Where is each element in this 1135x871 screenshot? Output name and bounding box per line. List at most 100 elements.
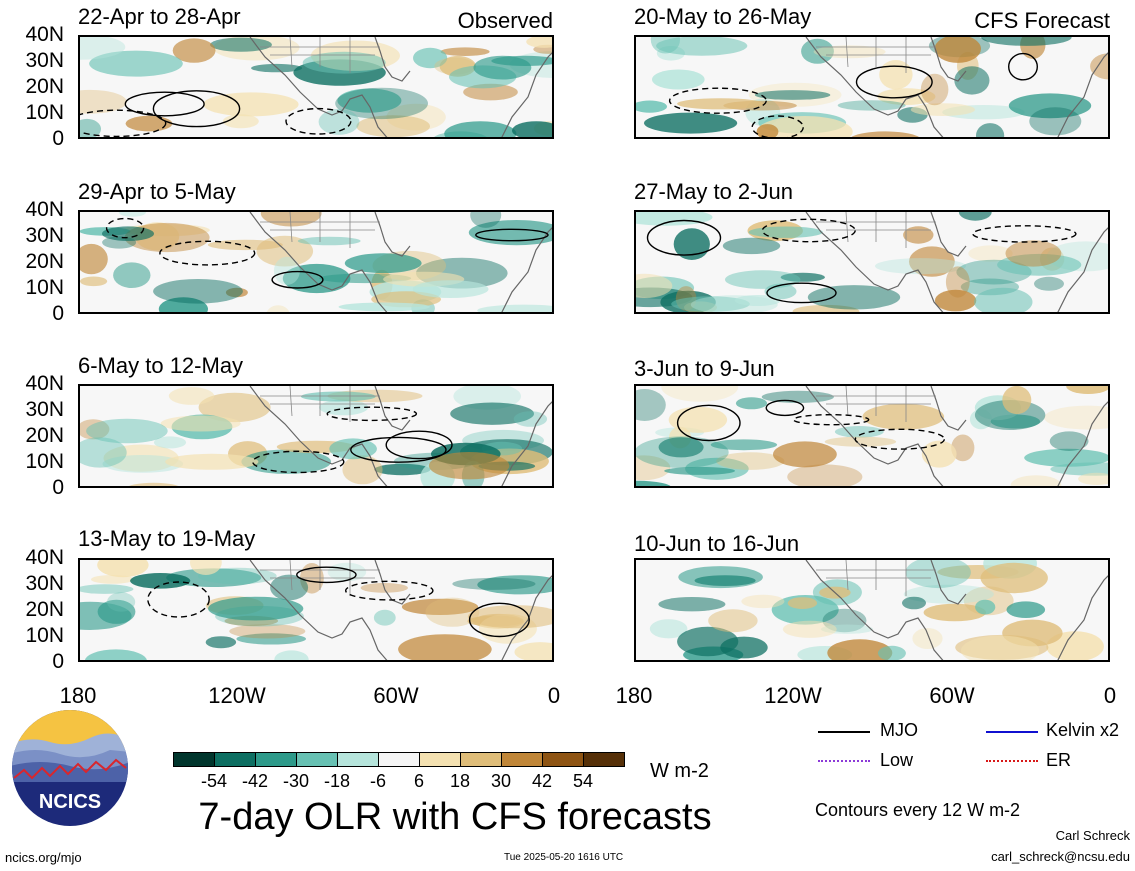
- olr-anomaly-blob: [473, 55, 532, 80]
- olr-anomaly-blob: [80, 37, 126, 60]
- olr-anomaly-blob: [97, 560, 149, 578]
- y-tick-label: 30N: [25, 398, 64, 421]
- olr-anomaly-blob: [229, 624, 306, 639]
- olr-anomaly-blob: [203, 92, 299, 117]
- olr-anomaly-blob: [208, 596, 304, 621]
- mjo-contour: [475, 228, 549, 242]
- olr-anomaly-blob: [118, 212, 146, 217]
- map-panel-forecast-3: [634, 384, 1110, 488]
- olr-anomaly-blob: [477, 575, 552, 595]
- colorbar-swatch: [296, 752, 338, 767]
- author-name: Carl Schreck: [1055, 828, 1130, 843]
- colorbar-label: -42: [241, 771, 268, 791]
- olr-anomaly-blob: [903, 226, 934, 244]
- olr-anomaly-blob: [710, 439, 778, 451]
- olr-anomaly-blob: [342, 455, 383, 485]
- olr-anomaly-blob: [756, 124, 779, 137]
- colorbar-swatch: [583, 752, 625, 767]
- olr-anomaly-blob: [1006, 601, 1046, 618]
- mjo-contour: [646, 219, 722, 256]
- olr-anomaly-blob: [526, 37, 552, 48]
- olr-anomaly-blob: [877, 645, 906, 660]
- er-line-icon: [986, 760, 1038, 762]
- colorbar-swatch: [378, 752, 420, 767]
- colorbar-swatch: [214, 752, 256, 767]
- mjo-contour: [252, 450, 345, 474]
- olr-anomaly-blob: [1002, 386, 1032, 415]
- olr-anomaly-blob: [958, 212, 992, 221]
- olr-anomaly-blob: [716, 452, 785, 470]
- mjo-line-icon: [818, 731, 870, 733]
- olr-anomaly-blob: [652, 69, 705, 90]
- coastline: [249, 37, 552, 137]
- colorbar-label: 54: [572, 771, 594, 791]
- olr-anomaly-blob: [834, 426, 884, 438]
- country-borders: [816, 212, 936, 248]
- low-line-icon: [818, 760, 870, 762]
- source-link[interactable]: ncics.org/mjo: [5, 850, 82, 865]
- mjo-contour: [350, 436, 447, 463]
- olr-anomaly-blob: [1034, 276, 1064, 291]
- mjo-key-label: MJO: [880, 720, 918, 740]
- y-tick-label: 0: [52, 650, 64, 673]
- olr-anomaly-blob: [678, 566, 763, 589]
- author-email[interactable]: carl_schreck@ncsu.edu: [991, 849, 1130, 864]
- y-tick-label: 30N: [25, 49, 64, 72]
- olr-anomaly-blob: [1049, 431, 1089, 451]
- olr-anomaly-blob: [80, 601, 132, 630]
- olr-anomaly-blob: [222, 114, 259, 129]
- olr-anomaly-blob: [1044, 405, 1108, 430]
- mjo-contour: [285, 107, 352, 135]
- x-tick-label: 180: [615, 683, 653, 708]
- panel-title: 20-May to 26-May: [634, 4, 812, 29]
- country-borders: [816, 386, 936, 422]
- colorbar-label: -30: [282, 771, 309, 791]
- olr-anomaly-blob: [302, 51, 386, 74]
- mjo-contour: [972, 225, 1077, 243]
- colorbar-label: 6: [413, 771, 424, 791]
- mjo-contour: [124, 91, 205, 117]
- mjo-contour: [385, 430, 453, 460]
- low-key-label: Low: [880, 750, 914, 770]
- colorbar-swatch: [419, 752, 461, 767]
- olr-anomaly-blob: [761, 390, 834, 403]
- olr-anomaly-blob: [773, 441, 837, 468]
- y-tick-label: 30N: [25, 224, 64, 247]
- mjo-contour: [855, 65, 933, 99]
- colorbar-swatch: [542, 752, 584, 767]
- map-panel-observed-4: [78, 558, 554, 662]
- mjo-contour: [765, 399, 805, 417]
- olr-map: [80, 386, 552, 486]
- y-tick-label: 10N: [25, 276, 64, 299]
- olr-anomaly-blob: [125, 115, 173, 132]
- kelvin-line-icon: [986, 731, 1038, 733]
- olr-anomaly-blob: [266, 305, 290, 312]
- olr-anomaly-blob: [80, 437, 127, 468]
- olr-anomaly-blob: [166, 568, 262, 587]
- olr-anomaly-blob: [428, 452, 510, 480]
- olr-anomaly-blob: [981, 37, 1072, 46]
- colorbar-label: 30: [490, 771, 512, 791]
- olr-anomaly-blob: [90, 575, 135, 584]
- olr-anomaly-blob: [649, 619, 688, 639]
- country-borders: [260, 386, 380, 422]
- olr-anomaly-blob: [658, 597, 726, 612]
- country-borders: [816, 560, 936, 596]
- olr-anomaly-blob: [754, 90, 831, 100]
- mjo-contour: [854, 428, 945, 450]
- olr-anomaly-blob: [934, 289, 977, 312]
- olr-anomaly-blob: [398, 634, 492, 660]
- olr-anomaly-blob: [197, 567, 277, 585]
- olr-anomaly-blob: [86, 418, 168, 444]
- map-panel-forecast-2: [634, 210, 1110, 314]
- mjo-contour: [271, 270, 324, 289]
- panel-title: 10-Jun to 16-Jun: [634, 531, 800, 556]
- olr-anomaly-blob: [1090, 53, 1108, 80]
- olr-anomaly-blob: [974, 287, 1033, 312]
- olr-anomaly-blob: [862, 403, 945, 430]
- x-tick-label: 0: [547, 683, 561, 708]
- mjo-contour: [676, 404, 741, 442]
- olr-anomaly-blob: [827, 639, 893, 660]
- olr-map: [80, 37, 552, 137]
- coastline: [805, 560, 1108, 660]
